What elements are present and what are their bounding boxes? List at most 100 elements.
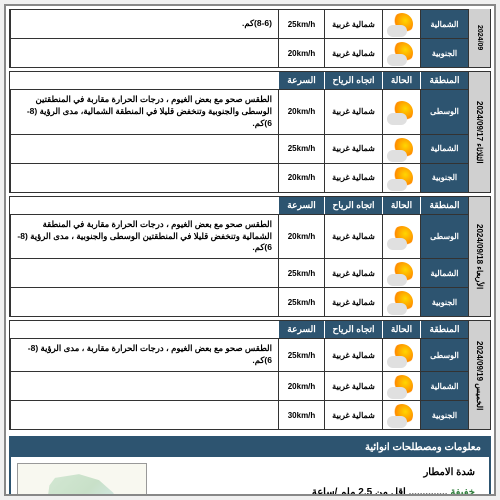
desc-cell: الطقس صحو مع بعض الغيوم ، درجات الحرارة … — [10, 339, 278, 371]
forecast-row: الجنوبية شمالية غربية 20km/h — [10, 163, 468, 192]
header-status: الحالة — [382, 72, 420, 89]
region-cell: الجنوبية — [420, 39, 468, 67]
wind-cell: شمالية غربية — [324, 164, 382, 192]
dots: .............. — [409, 487, 448, 496]
forecast-day-1: الثلاثاء 2024/09/17 المنطقة الحالة اتجاه… — [9, 71, 491, 193]
info-terminology-box: معلومات ومصطلحات انوائية شدة الامطار خفي… — [9, 436, 491, 496]
desc-cell-empty — [10, 401, 278, 429]
weather-bulletin-page: 2024/09 الشمالية شمالية غربية 25km/h (8-… — [4, 4, 496, 496]
sun-icon — [391, 291, 413, 313]
sun-icon — [391, 344, 413, 366]
status-cell — [382, 135, 420, 163]
iraq-map: ■ ─■ ─■ ─ — [17, 463, 147, 496]
desc-cell: الطقس صحو مع بعض الغيوم ، درجات الحرارة … — [10, 90, 278, 134]
status-cell — [382, 372, 420, 400]
status-cell — [382, 339, 420, 371]
wind-cell: شمالية غربية — [324, 339, 382, 371]
status-cell — [382, 90, 420, 134]
wind-cell: شمالية غربية — [324, 372, 382, 400]
wind-cell: شمالية غربية — [324, 90, 382, 134]
status-cell — [382, 39, 420, 67]
region-cell: الشمالية — [420, 10, 468, 38]
rain-intensity-legend: شدة الامطار خفيفة .............. اقل من … — [147, 463, 483, 496]
status-cell — [382, 401, 420, 429]
speed-cell: 25km/h — [278, 10, 324, 38]
info-title: معلومات ومصطلحات انوائية — [11, 438, 489, 457]
forecast-content: المنطقة الحالة اتجاه الرياح السرعة الوسط… — [10, 72, 468, 192]
wind-cell: شمالية غربية — [324, 215, 382, 259]
forecast-row: الجنوبية شمالية غربية 30km/h — [10, 400, 468, 429]
status-cell — [382, 288, 420, 316]
desc-cell — [10, 39, 278, 67]
region-cell: الجنوبية — [420, 164, 468, 192]
light-text: اقل من 2.5 ملم /ساعة — [312, 487, 406, 496]
forecast-row: الجنوبية شمالية غربية 25km/h — [10, 287, 468, 316]
desc-cell: الطقس صحو مع بعض الغيوم ، درجات الحرارة … — [10, 215, 278, 259]
info-content: شدة الامطار خفيفة .............. اقل من … — [11, 457, 489, 496]
region-cell: الجنوبية — [420, 288, 468, 316]
wind-cell: شمالية غربية — [324, 288, 382, 316]
speed-cell: 20km/h — [278, 39, 324, 67]
forecast-row: الشمالية شمالية غربية 20km/h — [10, 371, 468, 400]
date-label: الثلاثاء 2024/09/17 — [468, 72, 490, 192]
speed-cell: 25km/h — [278, 135, 324, 163]
wind-cell: شمالية غربية — [324, 401, 382, 429]
desc-cell-empty — [10, 135, 278, 163]
region-cell: الشمالية — [420, 372, 468, 400]
header-wind: اتجاه الرياح — [324, 321, 382, 338]
forecast-row: الشمالية شمالية غربية 25km/h (8-6)كم. — [10, 9, 468, 38]
forecast-row: الوسطى شمالية غربية 20km/h الطقس صحو مع … — [10, 214, 468, 259]
header-wind: اتجاه الرياح — [324, 197, 382, 214]
forecast-content: الشمالية شمالية غربية 25km/h (8-6)كم. ال… — [10, 9, 468, 67]
speed-cell: 20km/h — [278, 164, 324, 192]
forecast-row: الوسطى شمالية غربية 25km/h الطقس صحو مع … — [10, 338, 468, 371]
date-label: الأربعاء 2024/09/18 — [468, 197, 490, 317]
forecast-day-3: الخميس 2024/09/19 المنطقة الحالة اتجاه ا… — [9, 320, 491, 430]
sun-icon — [391, 138, 413, 160]
header-region: المنطقة — [420, 197, 468, 214]
status-cell — [382, 215, 420, 259]
wind-cell: شمالية غربية — [324, 259, 382, 287]
desc-cell-empty — [10, 259, 278, 287]
sun-icon — [391, 226, 413, 248]
desc-cell-empty — [10, 288, 278, 316]
sun-icon — [391, 375, 413, 397]
header-wind: اتجاه الرياح — [324, 72, 382, 89]
table-header: المنطقة الحالة اتجاه الرياح السرعة — [10, 72, 468, 89]
desc-cell-empty — [10, 164, 278, 192]
header-speed: السرعة — [278, 197, 324, 214]
region-cell: الشمالية — [420, 259, 468, 287]
forecast-content: المنطقة الحالة اتجاه الرياح السرعة الوسط… — [10, 321, 468, 429]
header-status: الحالة — [382, 321, 420, 338]
region-cell: الجنوبية — [420, 401, 468, 429]
forecast-row: الشمالية شمالية غربية 25km/h — [10, 258, 468, 287]
forecast-row: الشمالية شمالية غربية 25km/h — [10, 134, 468, 163]
header-spacer — [10, 321, 278, 338]
speed-cell: 20km/h — [278, 215, 324, 259]
region-cell: الوسطى — [420, 339, 468, 371]
forecast-content: المنطقة الحالة اتجاه الرياح السرعة الوسط… — [10, 197, 468, 317]
speed-cell: 25km/h — [278, 259, 324, 287]
sun-icon — [391, 101, 413, 123]
rain-title: شدة الامطار — [147, 463, 475, 483]
status-cell — [382, 164, 420, 192]
header-region: المنطقة — [420, 321, 468, 338]
date-label: 2024/09 — [468, 9, 490, 67]
desc-cell: (8-6)كم. — [10, 10, 278, 38]
forecast-day-0: 2024/09 الشمالية شمالية غربية 25km/h (8-… — [9, 9, 491, 68]
forecast-day-2: الأربعاء 2024/09/18 المنطقة الحالة اتجاه… — [9, 196, 491, 318]
light-label: خفيفة — [450, 487, 475, 496]
table-header: المنطقة الحالة اتجاه الرياح السرعة — [10, 321, 468, 338]
desc-cell-empty — [10, 372, 278, 400]
header-region: المنطقة — [420, 72, 468, 89]
wind-cell: شمالية غربية — [324, 10, 382, 38]
forecast-row: الجنوبية شمالية غربية 20km/h — [10, 38, 468, 67]
sun-icon — [391, 167, 413, 189]
header-speed: السرعة — [278, 321, 324, 338]
speed-cell: 25km/h — [278, 339, 324, 371]
table-header: المنطقة الحالة اتجاه الرياح السرعة — [10, 197, 468, 214]
header-speed: السرعة — [278, 72, 324, 89]
status-cell — [382, 259, 420, 287]
sun-icon — [391, 42, 413, 64]
region-cell: الوسطى — [420, 90, 468, 134]
